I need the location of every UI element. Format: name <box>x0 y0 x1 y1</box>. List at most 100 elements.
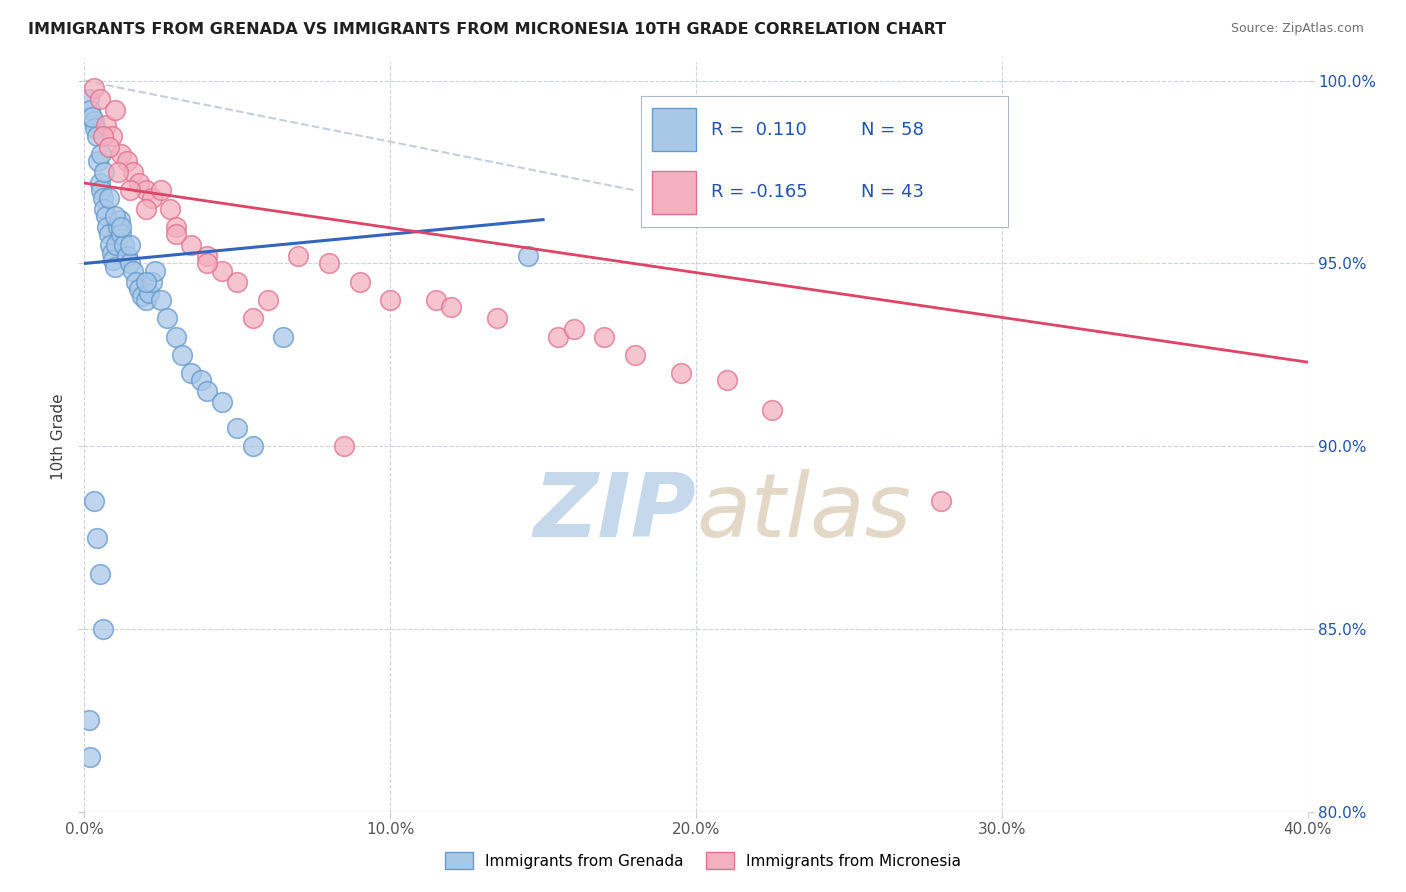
Point <box>135 183 157 197</box>
Point <box>91 191 114 205</box>
Point <box>104 209 127 223</box>
Point <box>97 191 120 205</box>
Point <box>93 202 115 216</box>
Point <box>318 256 340 270</box>
Point <box>112 238 135 252</box>
Point <box>593 329 616 343</box>
Point <box>195 384 218 399</box>
Point <box>190 373 212 387</box>
Point <box>110 146 132 161</box>
Point <box>195 256 218 270</box>
Point <box>165 227 187 242</box>
Point <box>97 227 120 242</box>
Point <box>195 249 218 263</box>
Point <box>135 275 157 289</box>
Point <box>333 439 356 453</box>
Point <box>516 249 538 263</box>
Point <box>242 439 264 453</box>
Point <box>271 329 294 343</box>
Point <box>101 245 124 260</box>
Point <box>180 238 202 252</box>
Point <box>120 238 142 252</box>
Point <box>108 212 131 227</box>
Point <box>120 183 142 197</box>
Point <box>226 275 249 289</box>
Point <box>125 275 148 289</box>
Point <box>425 293 447 307</box>
Legend: Immigrants from Grenada, Immigrants from Micronesia: Immigrants from Grenada, Immigrants from… <box>439 846 967 875</box>
Point <box>79 750 101 764</box>
Point <box>128 282 150 296</box>
Point <box>128 176 150 190</box>
Point <box>104 103 127 117</box>
Point <box>83 494 105 508</box>
Point <box>149 183 172 197</box>
Point <box>159 202 181 216</box>
Point <box>143 264 166 278</box>
Point <box>122 165 145 179</box>
Point <box>138 285 160 300</box>
Point <box>86 531 108 545</box>
Point <box>172 348 194 362</box>
Point <box>226 421 249 435</box>
Point <box>257 293 280 307</box>
Point <box>91 128 114 143</box>
Point <box>115 154 138 169</box>
Point <box>669 366 692 380</box>
Point <box>115 249 138 263</box>
Point <box>131 289 153 303</box>
Text: Source: ZipAtlas.com: Source: ZipAtlas.com <box>1230 22 1364 36</box>
Point <box>287 249 309 263</box>
Point <box>380 293 402 307</box>
Point <box>89 176 111 190</box>
Point <box>83 114 105 128</box>
Point <box>562 322 585 336</box>
Point <box>91 622 114 636</box>
Point <box>165 329 187 343</box>
Text: ZIP: ZIP <box>533 468 696 556</box>
Point <box>180 366 202 380</box>
Point <box>90 183 112 197</box>
Point <box>93 165 115 179</box>
Point <box>86 128 108 143</box>
Point <box>89 567 111 582</box>
Point <box>547 329 569 343</box>
Point <box>761 402 783 417</box>
Text: IMMIGRANTS FROM GRENADA VS IMMIGRANTS FROM MICRONESIA 10TH GRADE CORRELATION CHA: IMMIGRANTS FROM GRENADA VS IMMIGRANTS FR… <box>28 22 946 37</box>
Point <box>89 92 111 106</box>
Point <box>105 238 128 252</box>
Point <box>242 311 264 326</box>
Point <box>716 373 738 387</box>
Point <box>929 494 952 508</box>
Point <box>94 209 117 223</box>
Point <box>486 311 509 326</box>
Point <box>440 301 463 315</box>
Point <box>90 146 112 161</box>
Point <box>110 227 132 242</box>
Point <box>110 219 132 234</box>
Point <box>77 714 100 728</box>
Point <box>141 275 163 289</box>
Point <box>349 275 371 289</box>
Point <box>165 219 187 234</box>
Point <box>98 238 121 252</box>
Point <box>211 264 233 278</box>
Point <box>135 293 157 307</box>
Point <box>94 118 117 132</box>
Point <box>107 219 129 234</box>
Point <box>141 191 163 205</box>
Point <box>104 260 127 274</box>
Point <box>135 202 157 216</box>
Point <box>149 293 172 307</box>
Point <box>96 219 118 234</box>
Point <box>122 264 145 278</box>
Text: atlas: atlas <box>696 469 911 555</box>
Point <box>107 165 129 179</box>
Point <box>156 311 179 326</box>
Point <box>120 256 142 270</box>
Point <box>77 92 100 106</box>
Point <box>103 252 125 267</box>
Point <box>84 121 107 136</box>
Point <box>624 348 647 362</box>
Point <box>87 154 110 169</box>
